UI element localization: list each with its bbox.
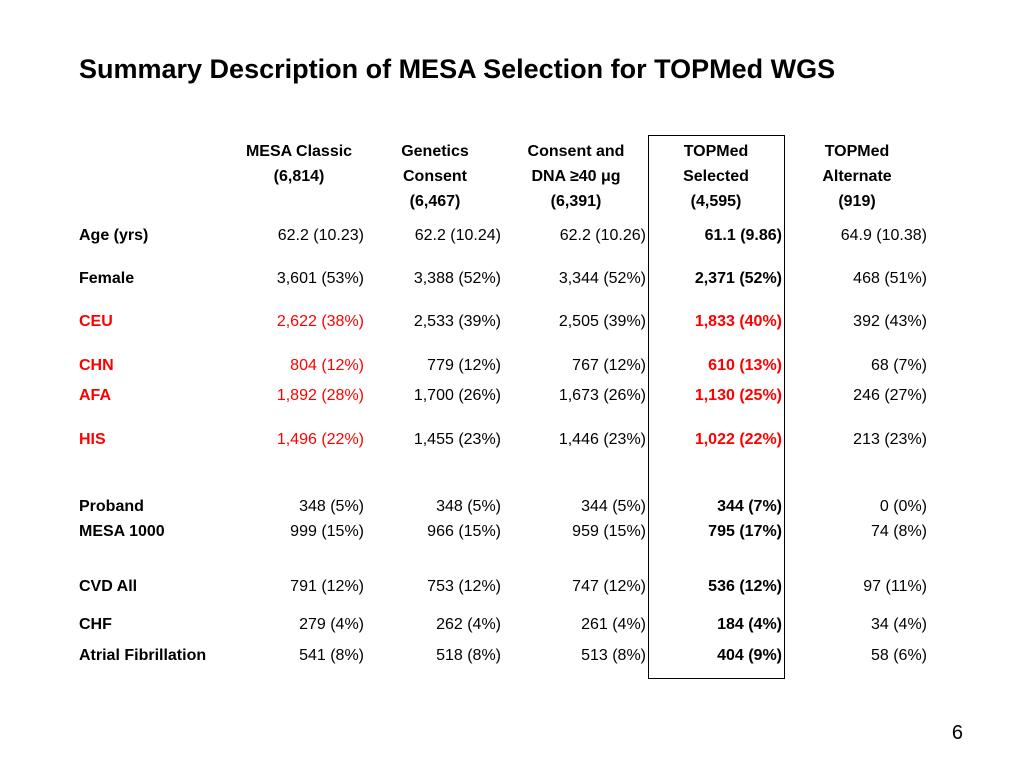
table-row-cvd-all: CVD All 791 (12%) 753 (12%) 747 (12%) 53…: [0, 575, 1024, 599]
cell-consent-dna: 3,344 (52%): [558, 270, 646, 287]
header-topmed-alternate: TOPMed Alternate (919): [822, 143, 892, 210]
cell-topmed-selected: 1,833 (40%): [694, 313, 782, 330]
cell-genetics-consent: 966 (15%): [427, 523, 501, 540]
cell-consent-dna: 2,505 (39%): [558, 313, 646, 330]
cell-topmed-alternate: 213 (23%): [853, 431, 927, 448]
row-label: Proband: [79, 498, 144, 515]
cell-mesa-classic: 1,892 (28%): [276, 387, 364, 404]
table-row-chn: CHN 804 (12%) 779 (12%) 767 (12%) 610 (1…: [0, 354, 1024, 378]
cell-mesa-classic: 999 (15%): [290, 523, 364, 540]
cell-topmed-alternate: 392 (43%): [853, 313, 927, 330]
row-label: Age (yrs): [79, 227, 149, 244]
cell-topmed-selected: 404 (9%): [717, 647, 782, 664]
cell-consent-dna: 62.2 (10.26): [559, 227, 646, 244]
cell-mesa-classic: 3,601 (53%): [276, 270, 364, 287]
cell-genetics-consent: 753 (12%): [427, 578, 501, 595]
row-label: CEU: [79, 313, 113, 330]
row-label: CHF: [79, 616, 112, 633]
row-label: Female: [79, 270, 135, 287]
slide-title: Summary Description of MESA Selection fo…: [79, 54, 836, 84]
cell-genetics-consent: 779 (12%): [427, 357, 501, 374]
cell-mesa-classic: 62.2 (10.23): [277, 227, 364, 244]
cell-genetics-consent: 2,533 (39%): [413, 313, 501, 330]
cell-genetics-consent: 348 (5%): [436, 498, 501, 515]
cell-mesa-classic: 791 (12%): [290, 578, 364, 595]
table-row-ceu: CEU 2,622 (38%) 2,533 (39%) 2,505 (39%) …: [0, 310, 1024, 334]
cell-topmed-selected: 1,022 (22%): [694, 431, 782, 448]
table-row-chf: CHF 279 (4%) 262 (4%) 261 (4%) 184 (4%) …: [0, 613, 1024, 637]
table-row-female: Female 3,601 (53%) 3,388 (52%) 3,344 (52…: [0, 267, 1024, 291]
cell-consent-dna: 1,673 (26%): [558, 387, 646, 404]
cell-topmed-selected: 610 (13%): [708, 357, 782, 374]
topmed-selected-column-box: [648, 135, 785, 679]
table-row-afa: AFA 1,892 (28%) 1,700 (26%) 1,673 (26%) …: [0, 384, 1024, 408]
header-mesa-classic: MESA Classic (6,814): [245, 143, 353, 185]
cell-topmed-alternate: 246 (27%): [853, 387, 927, 404]
cell-mesa-classic: 2,622 (38%): [276, 313, 364, 330]
cell-topmed-alternate: 64.9 (10.38): [840, 227, 927, 244]
row-label: CVD All: [79, 578, 138, 595]
cell-consent-dna: 344 (5%): [581, 498, 646, 515]
table-row-proband: Proband 348 (5%) 348 (5%) 344 (5%) 344 (…: [0, 495, 1024, 519]
cell-mesa-classic: 348 (5%): [299, 498, 364, 515]
cell-consent-dna: 767 (12%): [572, 357, 646, 374]
cell-mesa-classic: 279 (4%): [299, 616, 364, 633]
cell-topmed-alternate: 34 (4%): [870, 616, 927, 633]
cell-genetics-consent: 518 (8%): [436, 647, 501, 664]
cell-topmed-alternate: 468 (51%): [853, 270, 927, 287]
cell-consent-dna: 1,446 (23%): [558, 431, 646, 448]
row-label: Atrial Fibrillation: [79, 647, 207, 664]
table-row-his: HIS 1,496 (22%) 1,455 (23%) 1,446 (23%) …: [0, 428, 1024, 452]
cell-mesa-classic: 1,496 (22%): [276, 431, 364, 448]
row-label: CHN: [79, 357, 114, 374]
cell-topmed-alternate: 58 (6%): [870, 647, 927, 664]
table-row-mesa-1000: MESA 1000 999 (15%) 966 (15%) 959 (15%) …: [0, 520, 1024, 544]
cell-mesa-classic: 541 (8%): [299, 647, 364, 664]
table-row-atrial-fibrillation: Atrial Fibrillation 541 (8%) 518 (8%) 51…: [0, 644, 1024, 668]
header-topmed-selected: TOPMed Selected (4,595): [683, 143, 749, 210]
cell-consent-dna: 261 (4%): [581, 616, 646, 633]
header-genetics-consent: Genetics Consent (6,467): [401, 143, 469, 210]
cell-topmed-selected: 2,371 (52%): [694, 270, 782, 287]
table-row-age: Age (yrs) 62.2 (10.23) 62.2 (10.24) 62.2…: [0, 224, 1024, 248]
cell-topmed-selected: 795 (17%): [708, 523, 782, 540]
cell-topmed-alternate: 97 (11%): [863, 578, 927, 595]
cell-topmed-selected: 184 (4%): [717, 616, 782, 633]
cell-consent-dna: 959 (15%): [572, 523, 646, 540]
header-consent-dna: Consent and DNA ≥40 μg (6,391): [527, 143, 625, 210]
cell-topmed-selected: 61.1 (9.86): [704, 227, 782, 244]
cell-topmed-alternate: 68 (7%): [870, 357, 927, 374]
row-label: MESA 1000: [79, 523, 165, 540]
cell-topmed-selected: 1,130 (25%): [694, 387, 782, 404]
cell-mesa-classic: 804 (12%): [290, 357, 364, 374]
cell-genetics-consent: 3,388 (52%): [413, 270, 501, 287]
row-label: AFA: [79, 387, 111, 404]
row-label: HIS: [79, 431, 106, 448]
cell-consent-dna: 513 (8%): [581, 647, 646, 664]
cell-consent-dna: 747 (12%): [572, 578, 646, 595]
cell-topmed-selected: 536 (12%): [708, 578, 782, 595]
cell-topmed-alternate: 74 (8%): [870, 523, 927, 540]
cell-genetics-consent: 1,455 (23%): [413, 431, 501, 448]
cell-topmed-alternate: 0 (0%): [879, 498, 927, 515]
cell-genetics-consent: 62.2 (10.24): [414, 227, 501, 244]
cell-topmed-selected: 344 (7%): [717, 498, 782, 515]
cell-genetics-consent: 1,700 (26%): [413, 387, 501, 404]
page-number: 6: [951, 722, 963, 744]
cell-genetics-consent: 262 (4%): [436, 616, 501, 633]
